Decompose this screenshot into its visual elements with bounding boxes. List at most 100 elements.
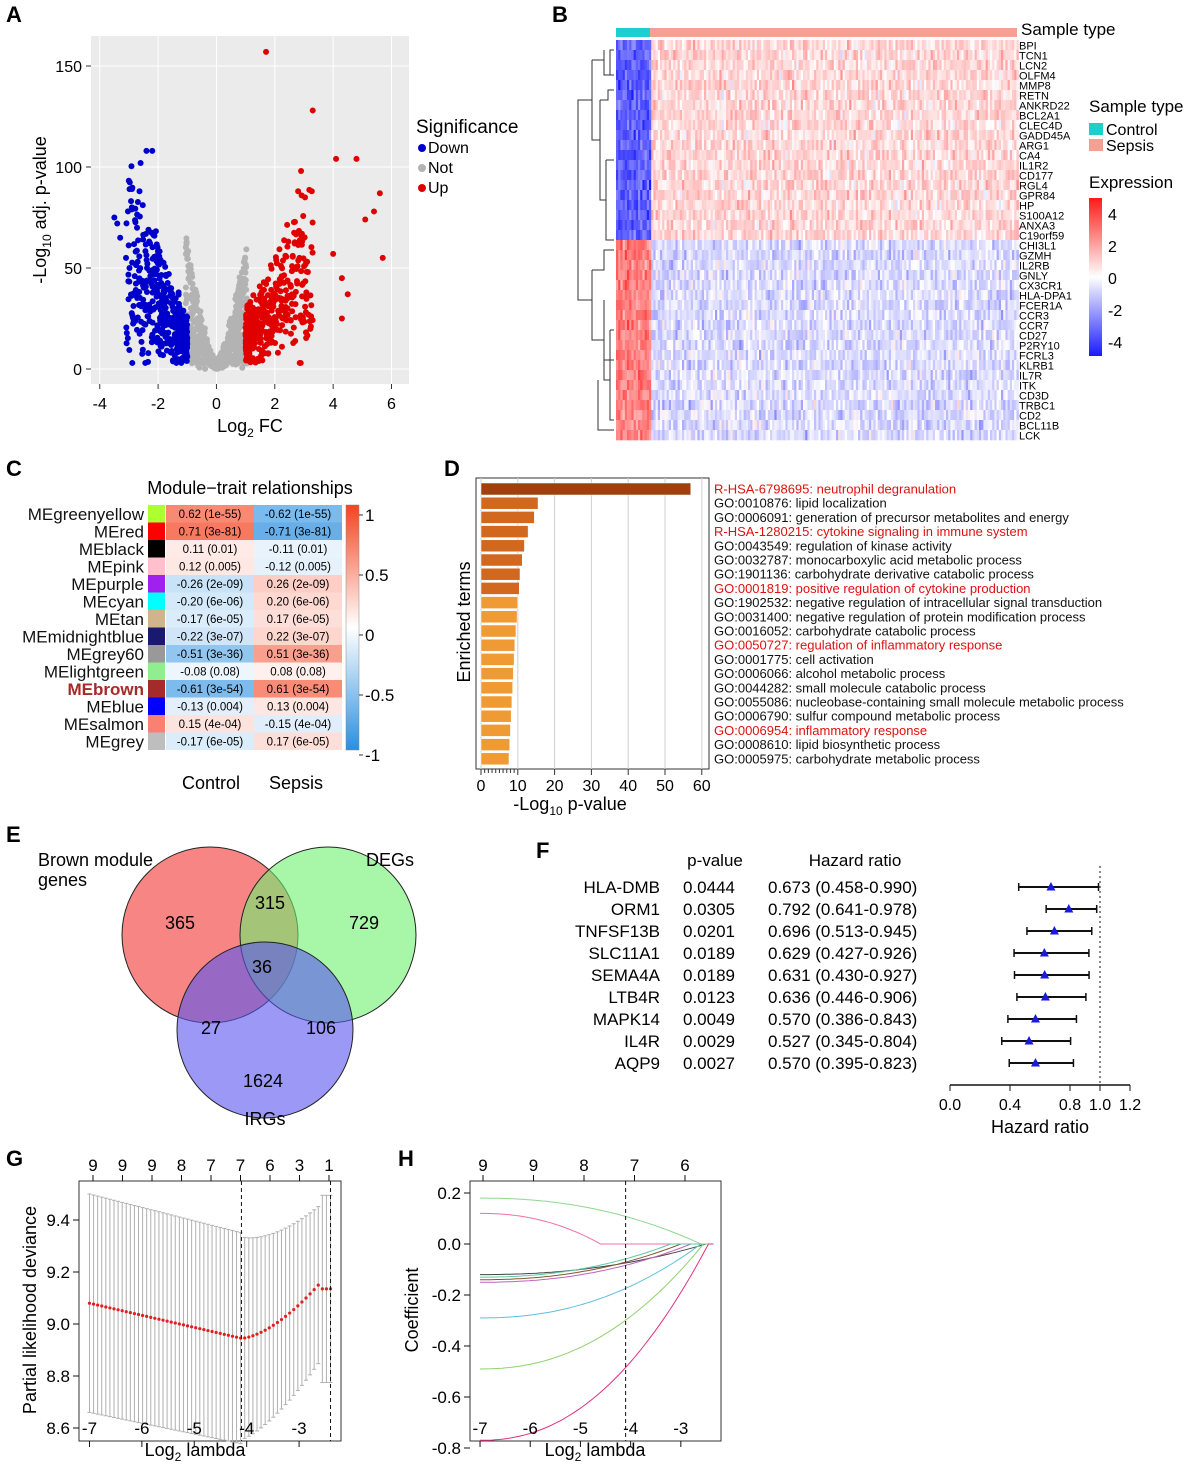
heatmap-cell [1014,150,1017,161]
heatmap-cell [679,140,683,151]
heatmap-cell [737,110,740,121]
heatmap-cell [963,80,967,91]
heatmap-cell [897,180,901,191]
heatmap-cell [992,210,995,221]
heatmap-cell [895,220,898,231]
heatmap-cell [886,110,890,121]
heatmap-cell [776,170,780,181]
heatmap-cell [862,90,865,101]
heatmap-cell [1012,140,1015,151]
heatmap-cell [853,220,857,231]
heatmap-cell [994,160,997,171]
heatmap-cell [794,100,797,111]
heatmap-cell [1005,70,1008,81]
heatmap-cell [948,110,951,121]
heatmap-cell [917,80,920,91]
heatmap-cell [721,210,725,221]
heatmap-cell [732,110,736,121]
volcano-point-down [128,204,135,211]
heatmap-cell [695,190,698,201]
heatmap-cell [851,150,854,161]
heatmap-cell [627,160,630,171]
heatmap-cell [789,180,793,191]
heatmap-cell [640,40,643,51]
heatmap-cell [952,110,956,121]
heatmap-cell [653,160,656,171]
heatmap-cell [895,70,898,81]
heatmap-cell [884,190,887,201]
volcano-point-up [276,246,283,253]
heatmap-cell [789,110,793,121]
heatmap-cell [981,40,984,51]
heatmap-cell [836,190,839,201]
heatmap-cell [932,140,936,151]
heatmap-cell [886,40,890,51]
heatmap-cell [719,200,722,211]
heatmap-cell [864,210,868,221]
heatmap-cell [792,170,795,181]
heatmap-cell [642,140,645,151]
heatmap-cell [811,120,815,131]
heatmap-cell [778,110,782,121]
heatmap-cell [853,60,857,71]
heatmap-cell [939,160,942,171]
heatmap-cell [732,150,736,161]
heatmap-cell [719,160,722,171]
heatmap-cell [976,170,980,181]
heatmap-cell [759,150,762,161]
heatmap-cell [844,210,848,221]
heatmap-cell [849,60,852,71]
heatmap-cell [888,130,892,141]
heatmap-cell [770,190,773,201]
heatmap-cell [693,90,696,101]
heatmap-cell [638,150,641,161]
heatmap-cell [677,210,681,221]
heatmap-cell [902,100,905,111]
heatmap-cell [904,80,907,91]
heatmap-cell [847,80,850,91]
heatmap-cell [891,110,894,121]
heatmap-cell [814,150,817,161]
heatmap-cell [677,120,681,131]
heatmap-cell [633,210,637,221]
heatmap-cell [633,40,637,51]
heatmap-cell [946,110,949,121]
heatmap-cell [785,100,788,111]
heatmap-cell [948,100,951,111]
volcano-point-up [309,219,316,226]
heatmap-cell [756,120,760,131]
heatmap-cell [880,120,883,131]
heatmap-cell [902,90,905,101]
heatmap-cell [937,150,940,161]
heatmap-cell [728,120,731,131]
heatmap-cell [877,160,881,171]
heatmap-cell [884,210,887,221]
heatmap-cell [987,50,991,61]
heatmap-cell [965,200,969,211]
heatmap-cell [855,120,859,131]
volcano-point-down [128,198,135,205]
heatmap-cell [996,60,1000,71]
heatmap-cell [679,130,683,141]
heatmap-cell [913,220,916,231]
heatmap-cell [706,120,709,131]
heatmap-cell [708,60,711,71]
heatmap-cell [730,150,733,161]
heatmap-cell [798,120,802,131]
heatmap-cell [706,100,709,111]
heatmap-cell [818,220,821,231]
heatmap-cell [820,200,824,211]
heatmap-cell [946,120,949,131]
heatmap-cell [862,40,865,51]
heatmap-cell [840,130,843,141]
heatmap-cell [811,40,815,51]
heatmap-cell [774,40,777,51]
heatmap-cell [844,190,848,201]
heatmap-cell [728,60,731,71]
volcano-point-down [140,284,147,291]
heatmap-cell [739,210,742,221]
heatmap-cell [928,140,931,151]
volcano-point-not [237,289,244,296]
heatmap-cell [963,50,967,61]
heatmap-cell [820,100,824,111]
